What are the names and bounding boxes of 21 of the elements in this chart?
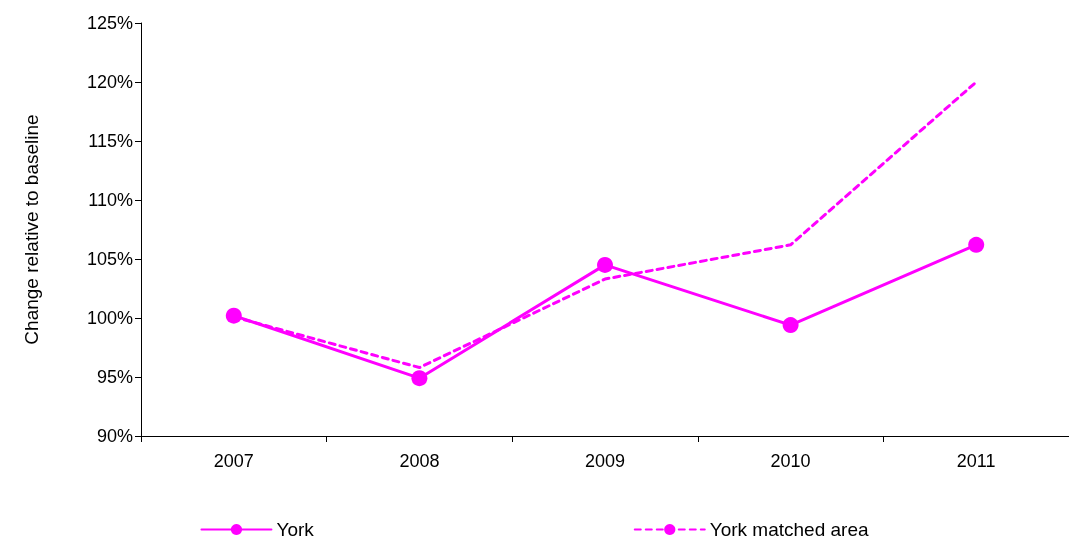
x-tick-label: 2008 (399, 451, 440, 471)
legend-label: York (276, 519, 315, 540)
x-tick-label: 2007 (213, 451, 254, 471)
y-tick-label: 105% (86, 249, 133, 269)
y-tick-label: 115% (88, 131, 133, 151)
y-tick-label: 100% (86, 308, 133, 328)
x-tick-label: 2010 (770, 451, 811, 471)
y-axis-title: Change relative to baseline (21, 114, 42, 345)
y-tick-label: 90% (96, 426, 133, 446)
point (782, 317, 799, 334)
y-tick-label: 95% (96, 367, 133, 387)
point (225, 307, 242, 324)
y-tick-label: 125% (86, 13, 133, 33)
point (411, 370, 428, 387)
point (968, 236, 985, 253)
legend-label: York matched area (709, 519, 869, 540)
y-tick-label: 120% (86, 72, 133, 92)
x-tick-label: 2011 (956, 451, 996, 471)
point (597, 256, 613, 273)
y-tick-label: 110% (88, 190, 133, 210)
x-tick-label: 2009 (584, 451, 626, 471)
